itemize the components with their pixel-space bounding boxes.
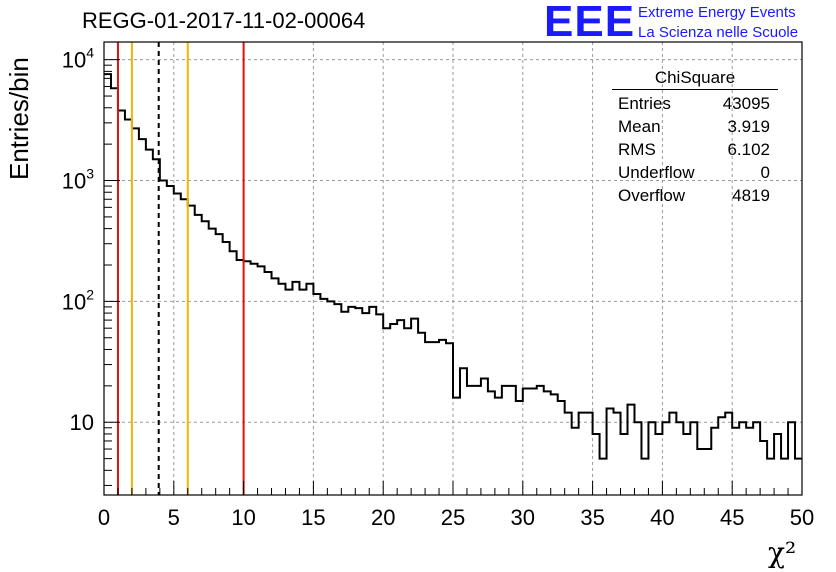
logo-subtitle-1: Extreme Energy Events: [638, 4, 796, 21]
stats-label: Mean: [618, 117, 661, 136]
stats-value: 3.919: [727, 117, 770, 136]
x-tick-label: 5: [168, 505, 180, 530]
logo-subtitle-2: La Scienza nelle Scuole: [638, 24, 799, 41]
histogram-outline: [104, 73, 802, 460]
stats-value: 0: [760, 163, 770, 182]
x-axis-label: χ²: [768, 536, 797, 569]
y-tick-label: 102: [62, 286, 94, 314]
x-tick-label: 25: [441, 505, 465, 530]
x-tick-label: 15: [301, 505, 325, 530]
y-tick-exponent: 4: [86, 45, 94, 61]
stats-value: 43095: [722, 94, 770, 113]
stats-row: Entries 43095: [612, 92, 778, 115]
x-tick-label: 30: [511, 505, 535, 530]
y-tick-base: 10: [62, 169, 86, 194]
y-tick-exponent: 3: [86, 166, 94, 182]
x-tick-label: 50: [790, 505, 814, 530]
eee-logo: EEE: [544, 0, 636, 46]
x-tick-label: 45: [720, 505, 744, 530]
y-tick-base: 10: [70, 410, 94, 435]
x-tick-label: 20: [371, 505, 395, 530]
stats-row: Mean 3.919: [612, 115, 778, 138]
stats-value: 6.102: [727, 140, 770, 159]
y-tick-label: 103: [62, 166, 94, 194]
y-tick-label: 104: [62, 45, 94, 73]
y-tick-label: 10: [70, 410, 94, 435]
stats-label: Entries: [618, 94, 671, 113]
x-tick-label: 0: [98, 505, 110, 530]
stats-label: RMS: [618, 140, 656, 159]
stats-row: Overflow 4819: [612, 184, 778, 207]
y-tick-base: 10: [62, 48, 86, 73]
chart-title: REGG-01-2017-11-02-00064: [82, 8, 366, 33]
stats-row: Underflow 0: [612, 161, 778, 184]
x-tick-label: 35: [580, 505, 604, 530]
stats-value: 4819: [732, 186, 770, 205]
y-tick-base: 10: [62, 289, 86, 314]
stats-header: ChiSquare: [612, 68, 778, 90]
x-tick-label: 40: [650, 505, 674, 530]
stats-label: Underflow: [618, 163, 695, 182]
stats-box: ChiSquare Entries 43095 Mean 3.919 RMS 6…: [612, 68, 778, 207]
x-tick-label: 10: [231, 505, 255, 530]
y-tick-exponent: 2: [86, 286, 94, 302]
y-axis-label: Entries/bin: [4, 57, 34, 180]
stats-row: RMS 6.102: [612, 138, 778, 161]
stats-label: Overflow: [618, 186, 686, 205]
